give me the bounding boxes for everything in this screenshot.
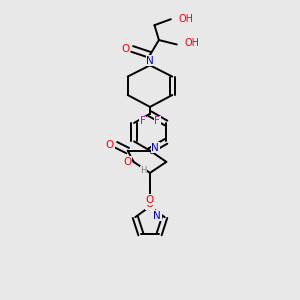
Text: O: O — [106, 140, 114, 150]
Text: O: O — [123, 157, 131, 167]
Text: O: O — [146, 195, 154, 205]
Text: O: O — [122, 44, 130, 54]
Text: F: F — [140, 116, 146, 127]
Text: OH: OH — [178, 14, 193, 24]
Text: N: N — [146, 56, 154, 66]
Text: N: N — [153, 211, 161, 221]
Text: O: O — [146, 200, 154, 209]
Text: N: N — [152, 142, 159, 153]
Text: OH: OH — [184, 38, 199, 48]
Text: H: H — [140, 166, 147, 175]
Text: F: F — [154, 116, 160, 127]
